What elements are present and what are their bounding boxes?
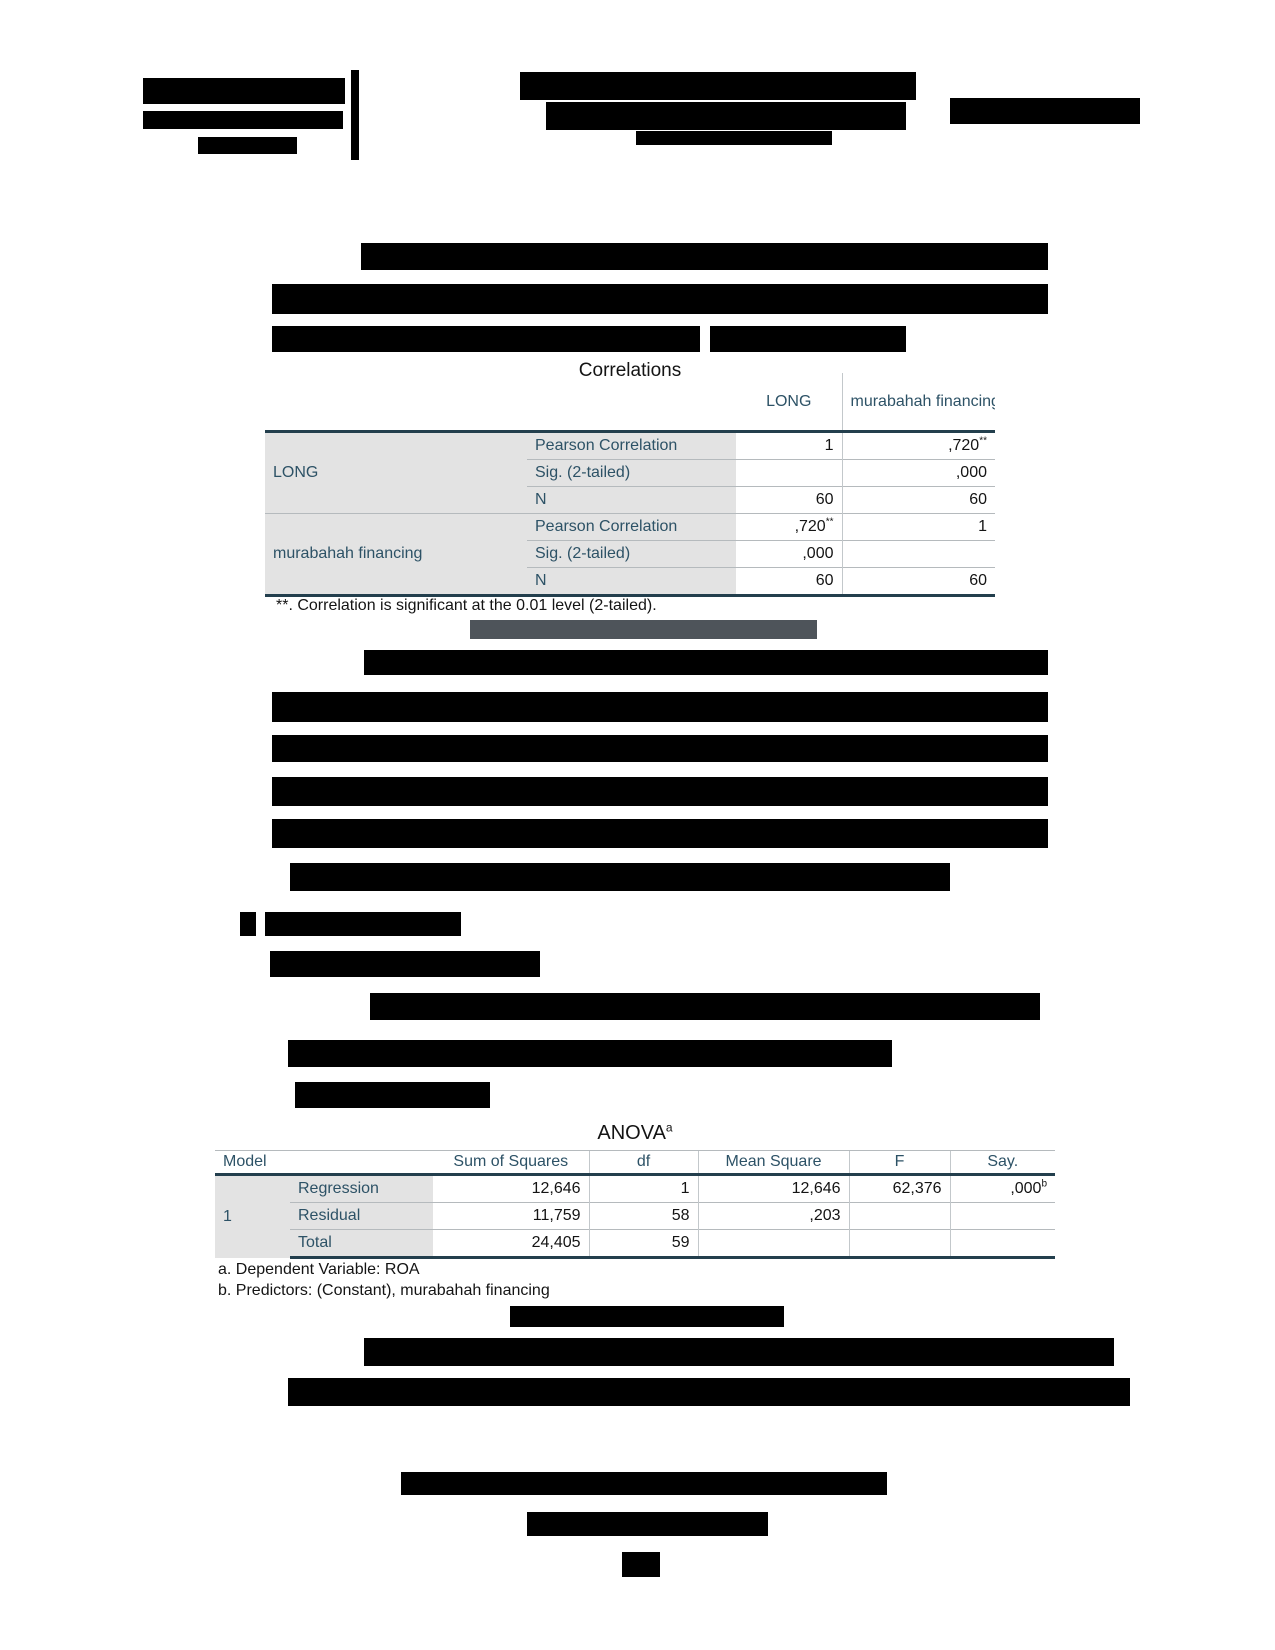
redacted-footer-line-1	[401, 1472, 887, 1495]
anova-value: 12,646	[531, 1180, 581, 1197]
corr-metric-label: N	[527, 567, 736, 597]
anova-value	[848, 1229, 951, 1259]
anova-value: 58	[588, 1202, 699, 1230]
corr-value: ,720**	[841, 431, 995, 460]
corr-value: 60	[736, 567, 842, 597]
redacted-footer-line-2	[527, 1512, 768, 1536]
corr-value: 1	[824, 437, 834, 454]
redacted-text-line	[272, 692, 1048, 722]
anova-header-df: df	[588, 1150, 699, 1176]
corr-header-empty	[265, 373, 736, 433]
redacted-list-marker	[240, 912, 256, 936]
anova-value: 24,405	[433, 1229, 590, 1259]
corr-group-mf: murabahah financing	[265, 513, 527, 597]
redacted-text-line	[288, 1040, 892, 1067]
correlations-table: LONG murabahah financing LONG Pearson Co…	[265, 373, 995, 597]
redacted-list-heading	[265, 912, 461, 936]
anova-value	[949, 1202, 1056, 1230]
redacted-text-line	[272, 819, 1048, 848]
corr-header-mf: murabahah financing	[841, 373, 995, 433]
corr-metric-label: N	[527, 486, 736, 514]
redacted-page-number	[622, 1552, 660, 1577]
anova-header-f: F	[848, 1150, 951, 1176]
redacted-text-line	[290, 863, 950, 891]
anova-row-label: Total	[290, 1229, 434, 1259]
corr-value	[841, 540, 995, 568]
redacted-journal-logo-line-3	[198, 137, 297, 154]
anova-title: ANOVAa	[597, 1120, 673, 1144]
corr-value: ,000	[841, 459, 995, 487]
anova-row-label: Residual	[290, 1202, 434, 1230]
anova-header-ss: Sum of Squares	[433, 1150, 590, 1176]
redacted-text-line	[272, 777, 1048, 806]
corr-metric-label: Pearson Correlation	[527, 431, 736, 460]
corr-value: 60	[841, 486, 995, 514]
redacted-journal-title-line-3	[636, 131, 832, 145]
corr-header-long: LONG	[736, 373, 842, 433]
anova-row-label: Regression	[290, 1174, 434, 1203]
redacted-text-line	[710, 326, 906, 352]
redacted-text-line	[361, 243, 1048, 270]
anova-value: 1	[588, 1174, 699, 1203]
redacted-journal-title-line-1	[520, 72, 916, 100]
anova-value: 12,646	[697, 1174, 850, 1203]
corr-value	[736, 459, 842, 487]
corr-metric-label: Pearson Correlation	[527, 513, 736, 541]
anova-header-sig: Say.	[949, 1150, 1056, 1176]
anova-value: 11,759	[433, 1202, 590, 1230]
redacted-text-line	[295, 1082, 490, 1108]
corr-metric-label: Sig. (2-tailed)	[527, 540, 736, 568]
redacted-text-line	[272, 735, 1048, 762]
redacted-text-line	[272, 284, 1048, 314]
redacted-text-line	[364, 1338, 1114, 1366]
redacted-text-line	[364, 650, 1048, 675]
anova-footnote-b: b. Predictors: (Constant), murabahah fin…	[218, 1282, 550, 1299]
redacted-table-caption	[510, 1306, 784, 1327]
anova-value	[949, 1229, 1056, 1259]
anova-header-model: Model	[215, 1150, 434, 1176]
corr-group-long: LONG	[265, 431, 527, 514]
anova-value	[848, 1202, 951, 1230]
redacted-subheading	[270, 951, 540, 977]
redacted-issn-block	[950, 98, 1140, 124]
redacted-text-line	[288, 1378, 1130, 1406]
redacted-journal-title-line-2	[546, 102, 906, 130]
anova-value: 62,376	[848, 1174, 951, 1203]
corr-value: 1	[841, 513, 995, 541]
anova-table: Model Sum of Squares df Mean Square F Sa…	[215, 1150, 1056, 1259]
corr-value: ,000	[736, 540, 842, 568]
redacted-text-line	[370, 993, 1040, 1020]
corr-metric-label: Sig. (2-tailed)	[527, 459, 736, 487]
anova-value: ,203	[697, 1202, 850, 1230]
redacted-text-line	[272, 326, 700, 352]
correlations-footnote: **. Correlation is significant at the 0.…	[276, 597, 657, 614]
anova-footnote-a: a. Dependent Variable: ROA	[218, 1261, 420, 1278]
corr-value: 60	[736, 486, 842, 514]
redacted-journal-logo-line-2	[143, 111, 343, 129]
header-divider-bar	[351, 70, 359, 160]
anova-value: 59	[588, 1229, 699, 1259]
redacted-table-caption	[470, 620, 817, 639]
anova-header-ms: Mean Square	[697, 1150, 850, 1176]
corr-value: ,720**	[736, 513, 842, 541]
corr-value: 60	[841, 567, 995, 597]
anova-model-number: 1	[215, 1174, 290, 1258]
redacted-journal-logo-line-1	[143, 78, 345, 104]
anova-value: ,000b	[949, 1174, 1056, 1203]
anova-value	[697, 1229, 850, 1259]
